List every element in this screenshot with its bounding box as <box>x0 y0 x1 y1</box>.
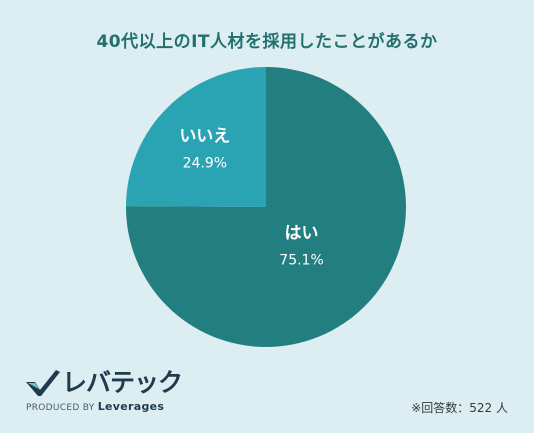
produced-by: PRODUCED BY Leverages <box>26 400 182 413</box>
logo-text: レバテック <box>62 368 183 397</box>
slice-label-0: はい <box>285 224 319 244</box>
pie-slice-1 <box>126 67 266 207</box>
respondents-note: ※回答数：522 人 <box>411 401 508 415</box>
levtech-logo: レバテック PRODUCED BY Leverages <box>26 368 183 413</box>
byline-brand: Leverages <box>97 400 165 413</box>
slice-label-1: いいえ <box>179 126 230 146</box>
byline-prefix: PRODUCED BY <box>26 403 95 413</box>
check-logo-icon <box>26 370 60 396</box>
slice-value-0: 75.1% <box>279 253 323 269</box>
slice-value-1: 24.9% <box>183 155 227 171</box>
chart-title: 40代以上のIT人材を採用したことがあるか <box>96 32 438 52</box>
